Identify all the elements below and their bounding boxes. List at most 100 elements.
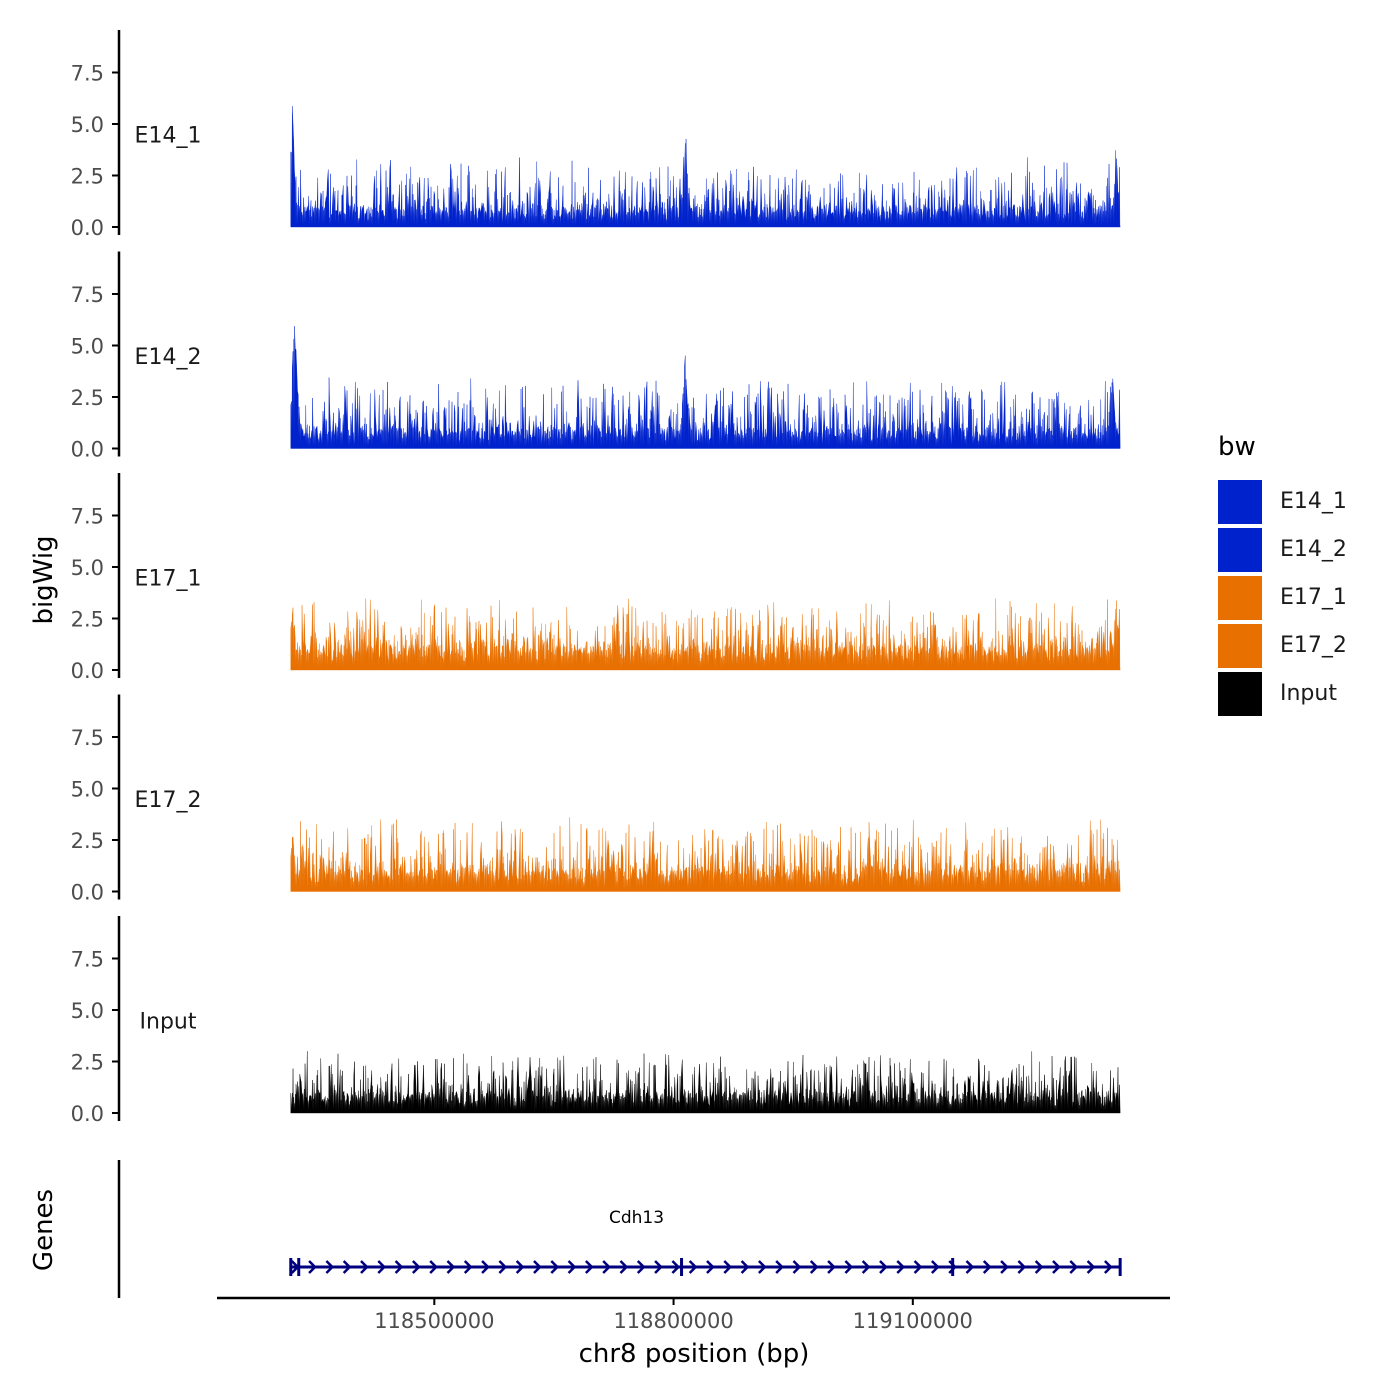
exon xyxy=(951,1258,955,1276)
track-label: E14_2 xyxy=(135,345,202,370)
strand-arrow xyxy=(706,1260,715,1274)
y-tick-label: 2.5 xyxy=(71,1051,104,1075)
y-tick-label: 7.5 xyxy=(71,726,104,750)
strand-arrow xyxy=(1034,1260,1044,1274)
strand-arrow xyxy=(619,1260,629,1274)
track-label: E17_1 xyxy=(135,566,202,591)
legend-label: E17_2 xyxy=(1280,633,1347,658)
strand-arrow xyxy=(740,1260,750,1274)
strand-arrow xyxy=(809,1260,819,1274)
y-tick-label: 7.5 xyxy=(71,283,104,307)
track-label: E14_1 xyxy=(135,123,202,148)
signal-E17_1 xyxy=(290,598,1121,671)
strand-arrow xyxy=(844,1260,854,1274)
y-tick-label: 5.0 xyxy=(71,999,104,1023)
strand-arrow xyxy=(948,1260,957,1274)
legend-label: Input xyxy=(1280,681,1337,706)
legend-swatch xyxy=(1218,624,1262,668)
strand-arrow xyxy=(325,1260,335,1274)
gene-track: Cdh13 xyxy=(117,1160,1122,1298)
signal-Input xyxy=(290,1051,1121,1114)
y-tick-label: 0.0 xyxy=(71,1102,104,1126)
strand-arrow xyxy=(498,1260,508,1274)
y-tick-label: 7.5 xyxy=(71,948,104,972)
legend-item: E17_2 xyxy=(1218,624,1388,668)
strand-arrow xyxy=(567,1260,577,1274)
legend-title: bw xyxy=(1218,432,1256,462)
strand-arrow xyxy=(688,1260,698,1274)
strand-arrow xyxy=(394,1260,404,1274)
track-Input: 0.0 2.5 5.0 7.5 Input xyxy=(71,916,1121,1126)
exon xyxy=(680,1258,684,1276)
strand-arrow xyxy=(792,1260,802,1274)
y-tick-label: 0.0 xyxy=(71,438,104,462)
strand-arrow xyxy=(377,1260,387,1274)
x-tick-label: 119100000 xyxy=(853,1309,973,1333)
track-E14_2: 0.0 2.5 5.0 7.5 E14_2 xyxy=(71,251,1121,462)
strand-arrow xyxy=(550,1260,560,1274)
exon xyxy=(1118,1258,1122,1276)
legend-item: E14_1 xyxy=(1218,480,1388,524)
y-tick-label: 2.5 xyxy=(71,386,104,410)
strand-arrow xyxy=(930,1260,940,1274)
y-tick-label: 2.5 xyxy=(71,165,104,189)
legend-swatch xyxy=(1218,528,1262,572)
strand-arrow xyxy=(896,1260,906,1274)
legend-swatch xyxy=(1218,672,1262,716)
x-tick-label: 118500000 xyxy=(374,1309,494,1333)
signal-E14_1 xyxy=(290,106,1121,228)
strand-arrow xyxy=(481,1260,490,1274)
signal-E14_2 xyxy=(290,326,1121,449)
strand-arrow xyxy=(1069,1260,1079,1274)
y-tick-label: 5.0 xyxy=(71,113,104,137)
track-label: Input xyxy=(140,1009,197,1034)
strand-arrow xyxy=(775,1260,784,1274)
y-tick-label: 0.0 xyxy=(71,881,104,905)
signal-tracks: 0.0 2.5 5.0 7.5 E14_1 0.0 2.5 5.0 7.5 E14_2 0.0 2.5… xyxy=(71,30,1121,1126)
strand-arrow xyxy=(360,1260,369,1274)
track-E17_1: 0.0 2.5 5.0 7.5 E17_1 xyxy=(71,473,1121,683)
strand-arrow xyxy=(654,1260,663,1274)
strand-arrow xyxy=(879,1260,888,1274)
strand-arrow xyxy=(671,1260,681,1274)
strand-arrow xyxy=(1017,1260,1027,1274)
legend-swatch xyxy=(1218,480,1262,524)
strand-arrow xyxy=(861,1260,871,1274)
legend-swatch xyxy=(1218,576,1262,620)
track-E17_2: 0.0 2.5 5.0 7.5 E17_2 xyxy=(71,694,1121,905)
strand-arrow xyxy=(584,1260,594,1274)
y-axis-label: bigWig xyxy=(29,535,59,624)
y-tick-label: 7.5 xyxy=(71,505,104,529)
strand-arrow xyxy=(463,1260,473,1274)
track-label: E17_2 xyxy=(135,788,202,813)
gene-label: Cdh13 xyxy=(609,1208,664,1228)
x-axis: 118500000 118800000 119100000 xyxy=(217,1296,1170,1333)
signal-E17_2 xyxy=(290,817,1121,892)
x-axis-label: chr8 position (bp) xyxy=(579,1339,810,1369)
strand-arrow xyxy=(411,1260,421,1274)
y-tick-label: 5.0 xyxy=(71,335,104,359)
strand-arrow xyxy=(602,1260,611,1274)
genes-axis-label: Genes xyxy=(29,1189,59,1271)
strand-arrow xyxy=(1086,1260,1096,1274)
strand-arrow xyxy=(965,1260,975,1274)
legend-label: E14_1 xyxy=(1280,489,1347,514)
strand-arrow xyxy=(827,1260,836,1274)
legend-item: E17_1 xyxy=(1218,576,1388,620)
legend-label: E14_2 xyxy=(1280,537,1347,562)
strand-arrow xyxy=(757,1260,767,1274)
y-tick-label: 2.5 xyxy=(71,608,104,632)
exon xyxy=(297,1258,301,1276)
x-tick-label: 118800000 xyxy=(613,1309,733,1333)
strand-arrow xyxy=(533,1260,542,1274)
strand-arrow xyxy=(636,1260,646,1274)
exon xyxy=(289,1258,293,1276)
strand-arrow xyxy=(1000,1260,1009,1274)
y-tick-label: 5.0 xyxy=(71,778,104,802)
legend-item: Input xyxy=(1218,672,1388,716)
legend-item: E14_2 xyxy=(1218,528,1388,572)
strand-arrow xyxy=(446,1260,456,1274)
legend-label: E17_1 xyxy=(1280,585,1347,610)
y-tick-label: 2.5 xyxy=(71,829,104,853)
